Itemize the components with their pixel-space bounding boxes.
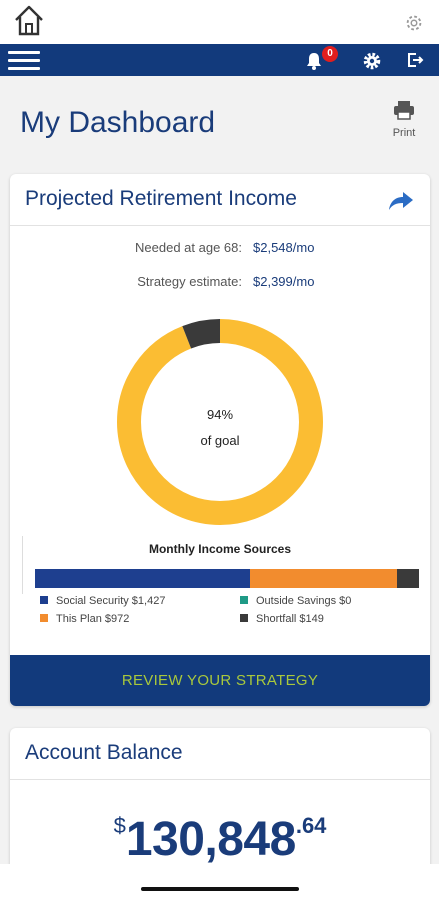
settings-gear-button[interactable]: [403, 12, 425, 34]
home-indicator[interactable]: [141, 887, 299, 891]
estimate-label: Strategy estimate:: [137, 274, 242, 289]
settings-button[interactable]: [362, 51, 382, 71]
card-title: Projected Retirement Income: [25, 187, 297, 210]
legend-outside-savings: Outside Savings $0: [240, 595, 351, 607]
legend-social-security: Social Security $1,427: [40, 595, 165, 607]
menu-button[interactable]: [8, 51, 42, 71]
gear-icon: [406, 15, 422, 31]
income-bar-segment: [396, 569, 419, 588]
legend-label: Outside Savings $0: [256, 595, 352, 607]
card-header: Account Balance: [10, 728, 430, 780]
legend-this-plan: This Plan $972: [40, 613, 129, 625]
income-bar-segment: [35, 569, 251, 588]
print-button[interactable]: Print: [384, 100, 424, 144]
details-arrow-button[interactable]: [388, 190, 414, 212]
legend-swatch: [40, 614, 48, 622]
gesture-area: [0, 864, 439, 900]
bell-icon: [307, 53, 321, 70]
page-header: My Dashboard Print: [0, 76, 439, 172]
card-title: Account Balance: [25, 741, 183, 764]
legend-swatch: [240, 596, 248, 604]
income-sources-bar: [35, 569, 419, 588]
page-title: My Dashboard: [20, 106, 216, 139]
share-arrow-icon: [389, 192, 413, 210]
menu-line: [8, 51, 40, 54]
gear-icon: [363, 52, 381, 70]
goal-label: of goal: [200, 433, 240, 448]
legend-swatch: [40, 596, 48, 604]
balance-cents: .64: [295, 813, 327, 838]
review-strategy-button[interactable]: REVIEW YOUR STRATEGY: [10, 655, 430, 706]
goal-donut-chart: [117, 319, 323, 525]
goal-percent: 94%: [206, 407, 234, 422]
legend-label: Shortfall $149: [256, 613, 324, 625]
estimate-value: $2,399/mo: [253, 274, 315, 289]
menu-line: [8, 67, 40, 70]
print-label: Print: [392, 127, 416, 139]
notification-badge: 0: [322, 46, 338, 62]
shortfall-arc: [117, 319, 323, 525]
legend-label: Social Security $1,427: [56, 595, 166, 607]
notifications-button[interactable]: [304, 51, 324, 71]
legend-swatch: [240, 614, 248, 622]
retirement-income-card: Projected Retirement Income Needed at ag…: [10, 174, 430, 706]
logout-button[interactable]: [406, 51, 426, 71]
printer-icon: [394, 101, 414, 120]
logout-icon: [408, 53, 424, 67]
legend-label: This Plan $972: [56, 613, 130, 625]
balance-currency: $: [113, 813, 126, 838]
account-balance-card: Account Balance $130,848.64: [10, 728, 430, 888]
nav-bar: 0: [0, 44, 439, 76]
goal-center-text: 94% of goal: [116, 402, 324, 454]
top-bar: [0, 0, 439, 44]
income-sources-title: Monthly Income Sources: [148, 542, 292, 556]
needed-value: $2,548/mo: [253, 240, 315, 255]
home-button[interactable]: [12, 3, 46, 37]
home-icon: [15, 5, 43, 36]
sources-divider: [22, 536, 23, 594]
balance-amount: $130,848.64: [10, 812, 430, 867]
balance-main: 130,848: [125, 813, 297, 866]
legend-shortfall: Shortfall $149: [240, 613, 324, 625]
needed-label: Needed at age 68:: [135, 240, 242, 255]
card-header: Projected Retirement Income: [10, 174, 430, 226]
income-bar-segment: [250, 569, 397, 588]
menu-line: [8, 59, 40, 62]
